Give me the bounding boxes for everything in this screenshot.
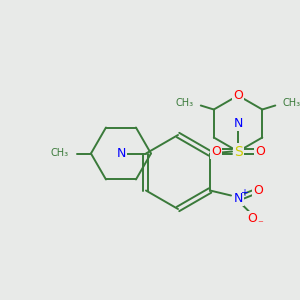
Text: CH₃: CH₃ bbox=[176, 98, 194, 109]
Text: O: O bbox=[247, 212, 257, 225]
Text: CH₃: CH₃ bbox=[51, 148, 69, 158]
Text: N: N bbox=[233, 192, 243, 205]
Text: O: O bbox=[211, 145, 221, 158]
Text: N: N bbox=[233, 117, 243, 130]
Text: N: N bbox=[116, 147, 126, 160]
Text: CH₃: CH₃ bbox=[282, 98, 300, 109]
Text: O: O bbox=[233, 89, 243, 102]
Text: O: O bbox=[253, 184, 263, 197]
Text: +: + bbox=[240, 188, 248, 197]
Text: O: O bbox=[255, 145, 265, 158]
Text: S: S bbox=[234, 145, 242, 158]
Text: ⁻: ⁻ bbox=[257, 220, 263, 230]
